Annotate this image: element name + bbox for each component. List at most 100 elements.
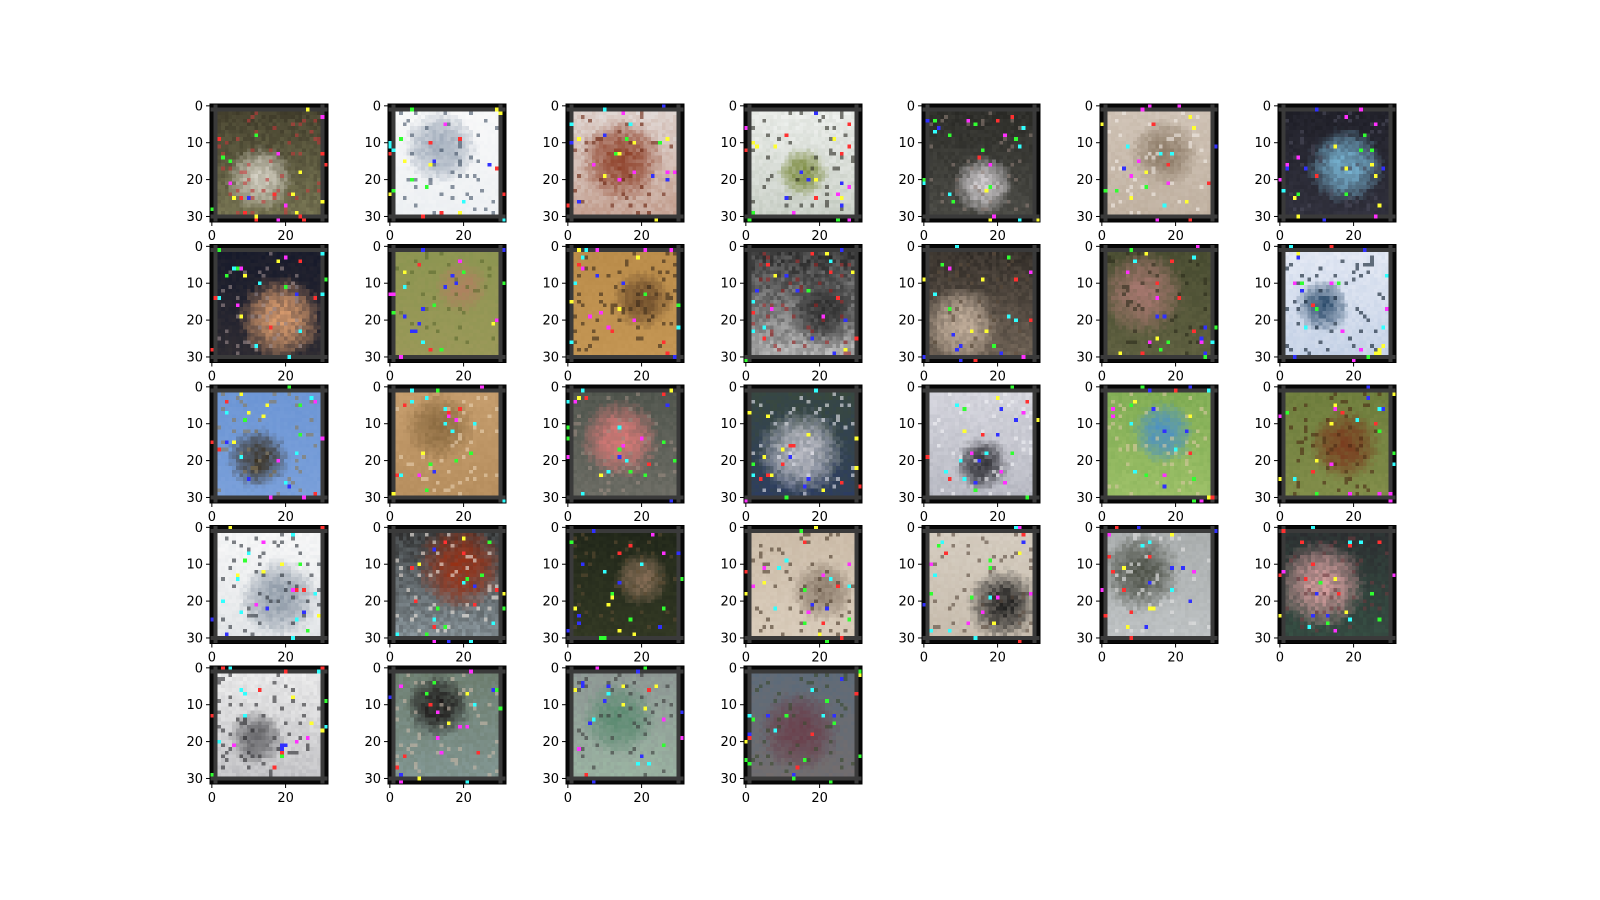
- noise-pixel: [1282, 189, 1286, 193]
- noise-pixel: [1189, 385, 1193, 389]
- noise-pixel: [1192, 499, 1196, 503]
- noise-pixel: [324, 278, 328, 282]
- noise-pixel: [276, 259, 280, 263]
- noise-pixel: [310, 721, 314, 725]
- noise-pixel: [1333, 407, 1337, 411]
- noise-pixel: [228, 666, 232, 670]
- noise-pixel: [829, 780, 833, 784]
- noise-pixel: [1352, 359, 1356, 363]
- noise-pixel: [662, 392, 666, 396]
- noise-pixel: [655, 684, 659, 688]
- x-tick-label: 0: [920, 651, 928, 666]
- noise-pixel: [766, 415, 770, 419]
- noise-pixel: [751, 329, 755, 333]
- noise-pixel: [403, 403, 407, 407]
- y-tick-label: 20: [186, 314, 203, 329]
- x-tick-label: 20: [989, 651, 1006, 666]
- noise-pixel: [614, 152, 618, 156]
- y-tick-label: 30: [898, 210, 915, 225]
- noise-pixel: [240, 392, 244, 396]
- noise-pixel: [443, 407, 447, 411]
- noise-pixel: [658, 141, 662, 145]
- noise-pixel: [273, 766, 277, 770]
- x-tick-label: 20: [1345, 370, 1362, 385]
- noise-pixel: [770, 474, 774, 478]
- noise-pixel: [491, 621, 495, 625]
- noise-pixel: [1137, 526, 1141, 530]
- image-pixels: [388, 385, 506, 503]
- noise-pixel: [581, 389, 585, 393]
- noise-pixel: [999, 407, 1003, 411]
- noise-pixel: [1148, 581, 1152, 585]
- noise-pixel: [588, 721, 592, 725]
- noise-pixel: [1014, 278, 1018, 282]
- noise-pixel: [443, 285, 447, 289]
- noise-pixel: [662, 718, 666, 722]
- noise-pixel: [1200, 499, 1204, 503]
- y-tick-label: 30: [186, 491, 203, 506]
- y-tick-label: 30: [1254, 631, 1271, 646]
- noise-pixel: [618, 152, 622, 156]
- y-tick-label: 20: [720, 735, 737, 750]
- y-tick-label: 30: [1076, 631, 1093, 646]
- noise-pixel: [1378, 351, 1382, 355]
- noise-pixel: [618, 426, 622, 430]
- noise-pixel: [210, 440, 214, 444]
- x-tick-label: 20: [455, 229, 472, 244]
- noise-pixel: [1018, 526, 1022, 530]
- noise-pixel: [1107, 533, 1111, 537]
- y-tick-label: 0: [907, 240, 915, 255]
- noise-pixel: [1381, 167, 1385, 171]
- y-tick-label: 30: [1076, 350, 1093, 365]
- noise-pixel: [847, 218, 851, 222]
- noise-pixel: [502, 193, 506, 197]
- noise-pixel: [462, 581, 466, 585]
- noise-pixel: [443, 422, 447, 426]
- noise-pixel: [221, 666, 225, 670]
- noise-pixel: [1130, 422, 1134, 426]
- noise-pixel: [324, 725, 328, 729]
- noise-pixel: [933, 292, 937, 296]
- noise-pixel: [1296, 256, 1300, 260]
- noise-pixel: [1189, 115, 1193, 119]
- noise-pixel: [495, 588, 499, 592]
- noise-pixel: [985, 189, 989, 193]
- noise-pixel: [643, 248, 647, 252]
- noise-pixel: [458, 725, 462, 729]
- noise-pixel: [262, 540, 266, 544]
- noise-pixel: [844, 348, 848, 352]
- y-tick-label: 10: [898, 277, 915, 292]
- noise-pixel: [785, 714, 789, 718]
- y-tick-label: 30: [1254, 210, 1271, 225]
- noise-pixel: [462, 551, 466, 555]
- noise-pixel: [447, 415, 451, 419]
- noise-pixel: [647, 462, 651, 466]
- noise-pixel: [240, 267, 244, 271]
- noise-pixel: [236, 577, 240, 581]
- noise-pixel: [584, 773, 588, 777]
- noise-pixel: [454, 418, 458, 422]
- noise-pixel: [970, 329, 974, 333]
- noise-pixel: [1196, 245, 1200, 249]
- noise-pixel: [425, 185, 429, 189]
- image-pixels: [388, 666, 506, 784]
- noise-pixel: [488, 163, 492, 167]
- noise-pixel: [596, 666, 600, 670]
- noise-pixel: [573, 688, 577, 692]
- y-tick-label: 0: [1085, 521, 1093, 536]
- y-tick-label: 0: [373, 99, 381, 114]
- y-tick-label: 20: [1254, 173, 1271, 188]
- noise-pixel: [829, 259, 833, 263]
- noise-pixel: [581, 256, 585, 260]
- noise-pixel: [254, 215, 258, 219]
- x-tick-label: 20: [1167, 510, 1184, 525]
- noise-pixel: [495, 318, 499, 322]
- x-tick-label: 20: [1345, 510, 1362, 525]
- y-tick-label: 20: [1076, 454, 1093, 469]
- noise-pixel: [770, 307, 774, 311]
- noise-pixel: [287, 385, 291, 389]
- x-tick-label: 20: [811, 791, 828, 806]
- noise-pixel: [299, 329, 303, 333]
